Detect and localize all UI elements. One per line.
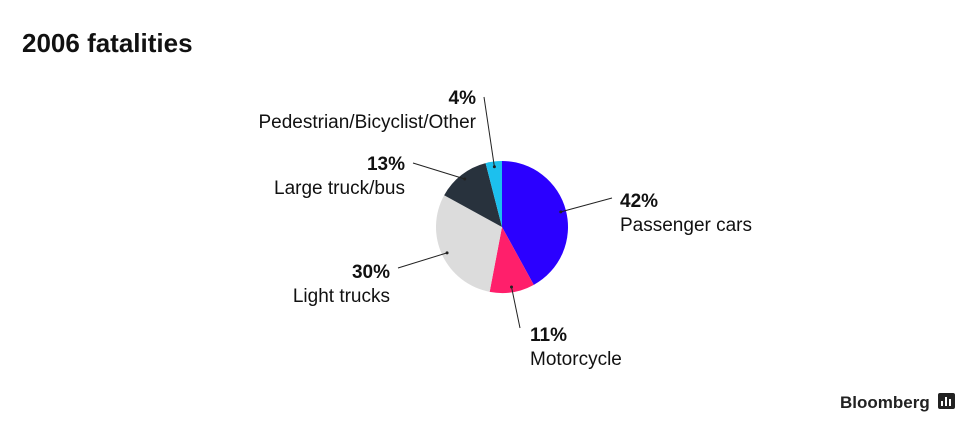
category-label: Passenger cars xyxy=(620,215,752,236)
pie-slice xyxy=(489,227,534,293)
leader-line xyxy=(412,162,465,180)
category-label: Pedestrian/Bicyclist/Other xyxy=(258,112,476,133)
value-label: 11% xyxy=(530,325,567,346)
value-label: 4% xyxy=(449,88,477,109)
category-label: Light trucks xyxy=(293,286,390,307)
leader-line xyxy=(560,197,613,213)
value-label: 13% xyxy=(367,154,405,175)
pie-slice xyxy=(436,195,502,292)
pie-slice xyxy=(444,163,502,227)
leader-dot xyxy=(509,285,513,289)
value-label: 30% xyxy=(352,262,390,283)
source: Bloomberg xyxy=(840,393,930,412)
pie-slice xyxy=(502,161,569,285)
leader-line xyxy=(511,286,521,329)
leader-dot xyxy=(492,165,496,169)
logo xyxy=(938,393,955,409)
pie-slice xyxy=(485,161,502,227)
leader-dot xyxy=(445,251,449,255)
leader-dot xyxy=(559,210,563,214)
leader-dot xyxy=(463,177,467,181)
chart-title: 2006 fatalities xyxy=(22,28,193,58)
category-label: Motorcycle xyxy=(530,349,622,370)
category-label: Large truck/bus xyxy=(274,178,405,199)
value-label: 42% xyxy=(620,191,658,212)
leader-line xyxy=(397,252,448,269)
leader-line xyxy=(483,96,495,167)
